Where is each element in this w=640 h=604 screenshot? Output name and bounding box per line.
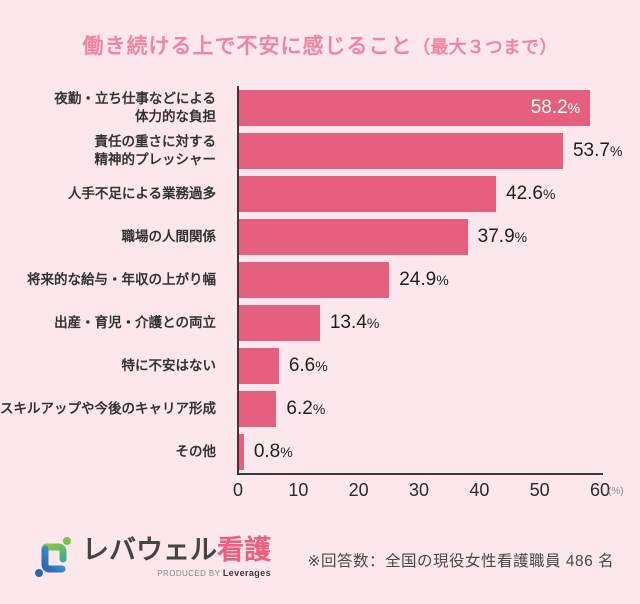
chart-row: 将来的な給与・年収の上がり幅 24.9%	[0, 258, 640, 301]
value-label: 42.6%	[506, 182, 556, 204]
percent-sign: %	[609, 142, 623, 159]
x-tick-label: 0	[232, 480, 244, 500]
category-label: 責任の重さに対する 精神的プレッシャー	[94, 133, 217, 167]
category-label: 人手不足による業務過多	[67, 185, 216, 201]
category-label: 将来的な給与・年収の上がり幅	[27, 271, 216, 287]
category-label: その他	[175, 443, 217, 459]
bar	[239, 261, 390, 298]
percent-sign: %	[543, 185, 556, 202]
chart-row: 特に不安はない 6.6%	[0, 344, 640, 387]
x-tick-label: 10	[288, 480, 309, 500]
bar	[239, 304, 320, 341]
bar-zone: 6.6%	[226, 347, 640, 384]
bar-zone: 6.2%	[226, 390, 640, 427]
chart-row: 夜勤・立ち仕事などによる 体力的な負担 58.2%	[0, 86, 640, 129]
produced-by-label: PRODUCED BY	[157, 568, 223, 578]
percent-sign: %	[436, 271, 449, 288]
bar	[239, 175, 497, 212]
value-label: 53.7%	[572, 139, 623, 161]
bar	[239, 218, 468, 255]
brand-logo-byline: PRODUCED BY Leverages	[157, 568, 271, 578]
bar	[239, 89, 591, 126]
x-tick-label: 50	[529, 480, 550, 500]
x-tick-label: 60	[589, 480, 611, 500]
percent-sign: %	[315, 357, 328, 374]
leverages-label: Leverages	[222, 567, 271, 578]
brand-logo: レバウェル看護 PRODUCED BY Leverages	[32, 532, 271, 582]
value-label: 24.9%	[399, 268, 449, 290]
bar-zone: 13.4%	[226, 304, 640, 341]
bar	[239, 132, 563, 169]
x-tick-label: 40	[469, 480, 490, 500]
x-tick-label: 30	[408, 480, 430, 500]
bar-chart: 夜勤・立ち仕事などによる 体力的な負担 58.2% 責任の重さに対する 精神的プレッシャ…	[0, 86, 640, 500]
value-label: 37.9%	[477, 225, 528, 247]
y-axis-line	[237, 86, 239, 475]
chart-row: スキルアップや今後のキャリア形成 6.2%	[0, 387, 640, 430]
chart-row: 職場の人間関係 37.9%	[0, 215, 640, 258]
chart-row: 責任の重さに対する 精神的プレッシャー 53.7%	[0, 129, 640, 172]
percent-sign: %	[280, 443, 293, 460]
category-label: 出産・育児・介護との両立	[54, 314, 216, 330]
bar	[239, 433, 244, 470]
footer: レバウェル看護 PRODUCED BY Leverages ※回答数：全国の現役…	[0, 528, 640, 594]
value-label: 6.2%	[286, 397, 326, 419]
brand-logo-text: レバウェル看護 PRODUCED BY Leverages	[82, 535, 271, 578]
percent-sign: %	[567, 99, 581, 116]
percent-sign: %	[312, 400, 326, 417]
bar-zone: 53.7%	[226, 132, 640, 169]
x-tick-label: 20	[348, 480, 369, 500]
category-label: 特に不安はない	[121, 357, 217, 373]
percent-sign: %	[514, 228, 528, 245]
x-axis-ticks: 0 10 20 30 40 50 60	[233, 480, 610, 504]
value-label: 13.4%	[329, 311, 380, 333]
chart-row: 人手不足による業務過多 42.6%	[0, 172, 640, 215]
brand-name-accent: 看護	[217, 535, 271, 565]
x-axis-line	[237, 473, 603, 475]
value-label: 0.8%	[253, 440, 293, 462]
bar-zone: 37.9%	[226, 218, 640, 255]
bar-zone: 0.8%	[226, 433, 640, 470]
brand-logo-icon	[35, 537, 71, 577]
bar	[239, 347, 279, 384]
category-label: 夜勤・立ち仕事などによる 体力的な負担	[54, 90, 216, 124]
percent-sign: %	[366, 314, 380, 331]
x-axis-unit: (%)	[608, 486, 624, 497]
brand-logo-wordmark: レバウェル看護	[82, 535, 271, 566]
chart-row: 出産・育児・介護との両立 13.4%	[0, 301, 640, 344]
sample-size-note: ※回答数：全国の現役女性看護職員 486 名	[307, 553, 614, 570]
brand-name-main: レバウェル	[82, 535, 217, 565]
chart-row: その他 0.8%	[0, 430, 640, 473]
value-label: 58.2%	[530, 96, 581, 118]
value-label: 6.6%	[288, 354, 328, 376]
chart-title-main: 働き続ける上で不安に感じること	[82, 35, 413, 58]
category-label: 職場の人間関係	[121, 228, 217, 244]
chart-title: 働き続ける上で不安に感じること（最大３つまで）	[0, 30, 640, 60]
bar-zone: 42.6%	[226, 175, 640, 212]
category-label: スキルアップや今後のキャリア形成	[0, 400, 216, 416]
chart-rows: 夜勤・立ち仕事などによる 体力的な負担 58.2% 責任の重さに対する 精神的プレッシャ…	[0, 86, 640, 473]
chart-title-suffix: （最大３つまで）	[412, 37, 558, 57]
bar-zone: 24.9%	[226, 261, 640, 298]
bar-zone: 58.2%	[226, 89, 640, 126]
bar	[239, 390, 277, 427]
